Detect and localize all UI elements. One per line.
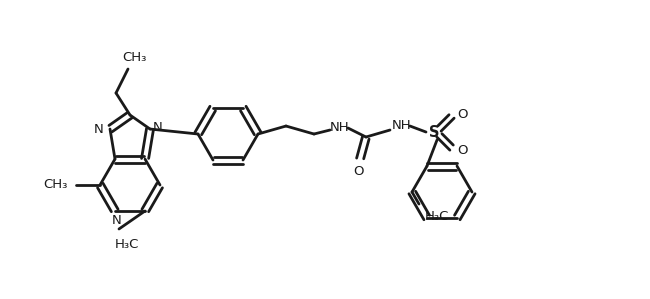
Text: S: S	[429, 124, 439, 140]
Text: N: N	[112, 214, 122, 228]
Text: H₃C: H₃C	[115, 239, 139, 251]
Text: O: O	[457, 108, 467, 120]
Text: NH: NH	[330, 120, 350, 134]
Text: O: O	[353, 164, 363, 178]
Text: NH: NH	[392, 118, 412, 132]
Text: CH₃: CH₃	[44, 179, 68, 191]
Text: N: N	[153, 120, 163, 134]
Text: H₃C: H₃C	[425, 210, 449, 222]
Text: N: N	[94, 123, 104, 135]
Text: O: O	[457, 144, 467, 156]
Text: CH₃: CH₃	[122, 51, 146, 63]
